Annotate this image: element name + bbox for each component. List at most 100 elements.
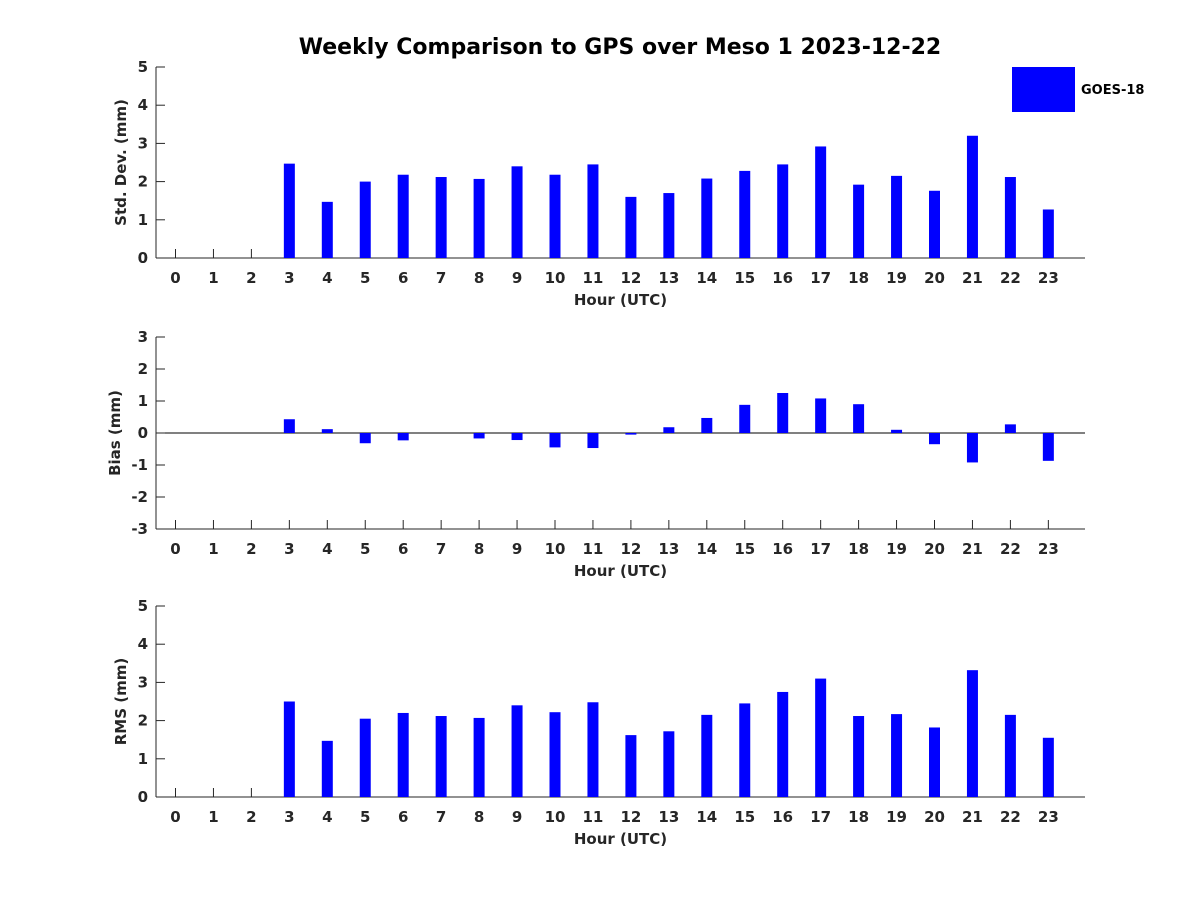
panel-2-y-axis-label: Bias (mm) (106, 390, 124, 476)
panel-2-bar-goes-18-hour-19 (891, 429, 903, 433)
panel-1-bar-goes-18-hour-20 (929, 190, 940, 258)
panel-2-y-tick-label: 2 (138, 360, 148, 378)
panel-2-x-tick-label: 13 (658, 540, 679, 558)
panel-1-bar-goes-18-hour-12 (625, 196, 637, 258)
panel-1-x-tick-label: 6 (398, 269, 408, 287)
panel-3-x-tick-label: 23 (1038, 808, 1059, 826)
panel-3-x-tick-label: 15 (734, 808, 755, 826)
panel-2-y-tick-label: 1 (138, 392, 148, 410)
panel-1-bar-goes-18-hour-9 (511, 166, 523, 258)
panel-2-x-tick-label: 4 (322, 540, 332, 558)
panel-2-x-tick-label: 18 (848, 540, 869, 558)
panel-3-x-tick-label: 5 (360, 808, 370, 826)
panel-1-y-tick-label: 5 (138, 58, 148, 76)
panel-1-bar-goes-18-hour-23 (1042, 209, 1054, 258)
legend-swatch (1012, 67, 1075, 112)
panel-2-y-tick-label: 0 (138, 424, 148, 442)
panel-2-x-axis-label: Hour (UTC) (574, 562, 667, 580)
panel-3-x-tick-label: 4 (322, 808, 332, 826)
panel-3-bar-goes-18-hour-6 (397, 712, 409, 797)
panel-3-x-tick-label: 0 (170, 808, 180, 826)
panel-3-bar-goes-18-hour-14 (701, 714, 713, 797)
panel-2-y-tick-label: -1 (131, 456, 148, 474)
panel-3-x-tick-label: 6 (398, 808, 408, 826)
panel-3-y-tick-label: 4 (138, 635, 148, 653)
panel-1-bar-goes-18-hour-8 (473, 178, 485, 258)
panel-3-bar-goes-18-hour-11 (587, 702, 599, 797)
panel-3-y-tick-label: 2 (138, 712, 148, 730)
panel-2-x-tick-label: 1 (208, 540, 218, 558)
panel-3-y-axis-label: RMS (mm) (112, 658, 130, 745)
panel-1-x-tick-label: 17 (810, 269, 831, 287)
panel-1-bar-goes-18-hour-22 (1004, 177, 1016, 258)
panel-2-x-tick-label: 9 (512, 540, 522, 558)
panel-1-bar-goes-18-hour-6 (397, 174, 409, 258)
panel-3-x-tick-label: 16 (772, 808, 793, 826)
panel-3-bar-goes-18-hour-8 (473, 717, 485, 797)
panel-3-x-tick-label: 9 (512, 808, 522, 826)
panel-1-x-tick-label: 9 (512, 269, 522, 287)
panel-1-x-tick-label: 15 (734, 269, 755, 287)
panel-2-x-tick-label: 23 (1038, 540, 1059, 558)
panel-3-bar-goes-18-hour-13 (663, 731, 675, 797)
panel-1-bar-goes-18-hour-19 (891, 175, 903, 258)
panel-3-bar-goes-18-hour-18 (853, 716, 865, 797)
panel-2-bar-goes-18-hour-18 (853, 404, 865, 433)
panel-2-x-tick-label: 7 (436, 540, 446, 558)
panel-1-bar-goes-18-hour-14 (701, 178, 713, 258)
panel-2-x-tick-label: 10 (545, 540, 566, 558)
panel-1-x-tick-label: 5 (360, 269, 370, 287)
panel-2-bar-goes-18-hour-12 (625, 433, 637, 435)
panel-1-x-tick-label: 23 (1038, 269, 1059, 287)
panel-1-bar-goes-18-hour-18 (853, 184, 865, 258)
panel-1-x-tick-label: 4 (322, 269, 332, 287)
panel-1-x-tick-label: 19 (886, 269, 907, 287)
panel-3-x-tick-label: 17 (810, 808, 831, 826)
legend: GOES-18 (1012, 67, 1144, 112)
panel-1-x-tick-label: 13 (658, 269, 679, 287)
panel-2-x-tick-label: 17 (810, 540, 831, 558)
panel-1-x-tick-label: 2 (246, 269, 256, 287)
panel-1-x-tick-label: 7 (436, 269, 446, 287)
panel-2-bar-goes-18-hour-8 (473, 433, 485, 439)
panel-1-x-tick-label: 10 (545, 269, 566, 287)
panel-3-x-tick-label: 8 (474, 808, 484, 826)
panel-3-bar-goes-18-hour-10 (549, 712, 561, 797)
panel-1-bar-goes-18-hour-17 (815, 146, 827, 258)
panel-3-bar-goes-18-hour-3 (283, 701, 295, 797)
panel-3-x-tick-label: 14 (696, 808, 717, 826)
panel-1-x-axis-label: Hour (UTC) (574, 291, 667, 309)
panel-3-x-tick-label: 20 (924, 808, 945, 826)
panel-1-x-tick-label: 14 (696, 269, 717, 287)
panel-3-bar-goes-18-hour-4 (321, 740, 333, 797)
panel-3-bar-goes-18-hour-12 (625, 735, 637, 797)
panel-1-bar-goes-18-hour-7 (435, 177, 447, 258)
panel-1-x-tick-label: 21 (962, 269, 983, 287)
panel-3-y-tick-label: 1 (138, 750, 148, 768)
panel-3-bar-goes-18-hour-20 (929, 727, 940, 797)
panel-1-x-tick-label: 12 (620, 269, 641, 287)
panel-3-x-tick-label: 13 (658, 808, 679, 826)
figure-title: Weekly Comparison to GPS over Meso 1 202… (299, 35, 941, 60)
panel-2-x-tick-label: 22 (1000, 540, 1021, 558)
panel-1-bar-goes-18-hour-11 (587, 164, 599, 258)
panel-2-bar-goes-18-hour-17 (815, 398, 827, 433)
panel-2-x-tick-label: 15 (734, 540, 755, 558)
panel-3-y-tick-label: 5 (138, 597, 148, 615)
panel-1-bar-goes-18-hour-13 (663, 193, 675, 258)
panel-3-bar-goes-18-hour-15 (739, 703, 751, 797)
panel-3-bar-goes-18-hour-9 (511, 705, 523, 797)
panel-2-y-tick-label: -2 (131, 488, 148, 506)
panel-2-x-tick-label: 12 (620, 540, 641, 558)
panel-3-y-tick-label: 3 (138, 673, 148, 691)
panel-1-bar-goes-18-hour-5 (359, 181, 371, 258)
panel-1-x-tick-label: 0 (170, 269, 180, 287)
panel-1-bar-goes-18-hour-10 (549, 174, 561, 258)
panel-2-x-tick-label: 5 (360, 540, 370, 558)
panel-3-x-tick-label: 19 (886, 808, 907, 826)
panel-3-x-tick-label: 18 (848, 808, 869, 826)
panel-3-bar-goes-18-hour-17 (815, 678, 827, 797)
